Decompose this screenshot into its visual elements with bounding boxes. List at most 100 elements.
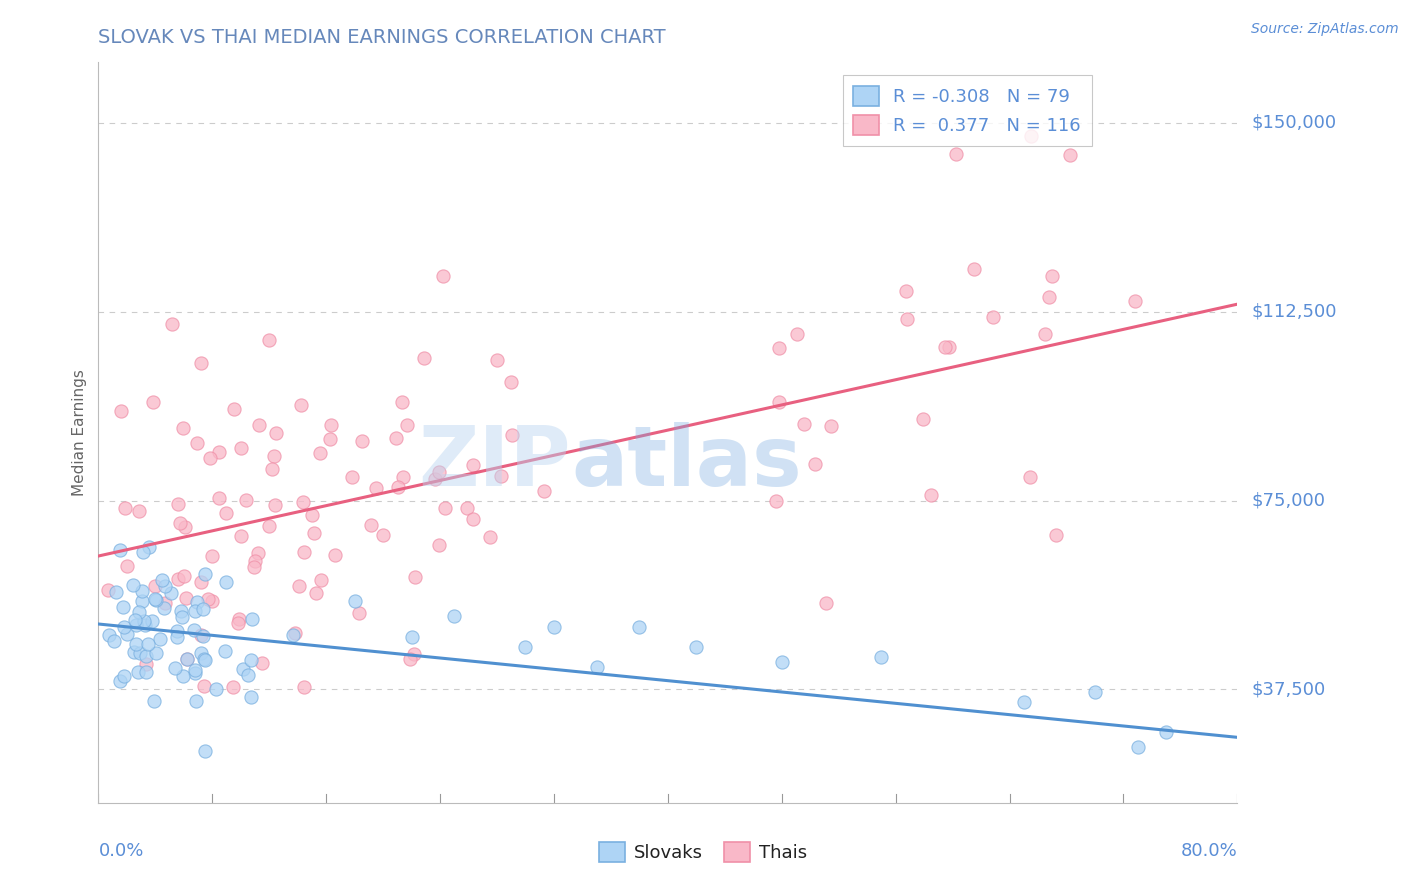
Point [262,462,284,476]
Point [284,625,307,640]
Point [110,404,132,418]
Point [305,586,328,600]
Point [820,418,842,433]
Point [135,649,157,664]
Point [190,627,212,641]
Point [184,604,207,618]
Point [194,567,217,582]
Point [169,516,191,530]
Point [981,310,1004,325]
Point [114,500,136,515]
Point [463,458,485,472]
Point [945,147,967,161]
Point [461,512,484,526]
Point [108,674,131,689]
Point [486,353,509,368]
Point [1040,268,1063,283]
Point [1123,293,1146,308]
Point [232,662,254,676]
Point [235,493,257,508]
Point [176,652,198,666]
Point [138,540,160,554]
Point [1012,695,1035,709]
Text: SLOVAK VS THAI MEDIAN EARNINGS CORRELATION CHART: SLOVAK VS THAI MEDIAN EARNINGS CORRELATI… [98,28,666,47]
Point [190,646,212,660]
Point [194,744,217,758]
Point [533,483,555,498]
Point [243,559,266,574]
Point [214,643,236,657]
Point [190,356,212,370]
Point [172,421,194,435]
Point [174,591,197,606]
Point [243,554,266,568]
Point [124,613,146,627]
Point [364,481,387,495]
Point [1084,685,1107,699]
Point [585,660,607,674]
Point [166,624,188,638]
Point [963,261,986,276]
Point [427,538,450,552]
Point [136,637,159,651]
Point [1059,148,1081,162]
Point [125,636,148,650]
Point [263,449,285,463]
Point [938,340,960,354]
Point [149,632,172,646]
Point [167,572,190,586]
Point [247,417,270,432]
Point [402,648,425,662]
Point [291,495,314,509]
Point [392,469,415,483]
Point [1019,470,1042,484]
Point [264,425,287,440]
Point [404,570,426,584]
Point [117,627,139,641]
Point [128,504,150,518]
Point [103,633,125,648]
Point [183,663,205,677]
Point [387,480,409,494]
Point [456,500,478,515]
Point [246,546,269,560]
Point [131,584,153,599]
Point [155,579,177,593]
Point [786,326,808,341]
Point [501,375,523,389]
Point [198,450,221,465]
Point [222,402,245,417]
Point [135,657,157,671]
Point [1154,725,1177,739]
Point [1045,528,1067,542]
Text: ZIP: ZIP [419,422,571,503]
Point [228,612,250,626]
Point [194,653,217,667]
Point [250,656,273,670]
Point [870,649,893,664]
Point [141,615,163,629]
Point [768,395,790,409]
Point [347,607,370,621]
Point [385,431,408,445]
Point [685,640,707,654]
Point [193,652,215,666]
Point [399,652,422,666]
Point [129,646,152,660]
Point [186,436,208,450]
Point [259,518,281,533]
Point [173,520,195,534]
Point [423,472,446,486]
Text: $112,500: $112,500 [1251,302,1337,321]
Point [145,646,167,660]
Point [141,394,163,409]
Point [159,586,181,600]
Point [135,665,157,680]
Point [125,617,148,632]
Point [166,630,188,644]
Point [222,680,245,694]
Text: Source: ZipAtlas.com: Source: ZipAtlas.com [1251,22,1399,37]
Point [427,465,450,479]
Point [489,468,512,483]
Point [896,284,918,298]
